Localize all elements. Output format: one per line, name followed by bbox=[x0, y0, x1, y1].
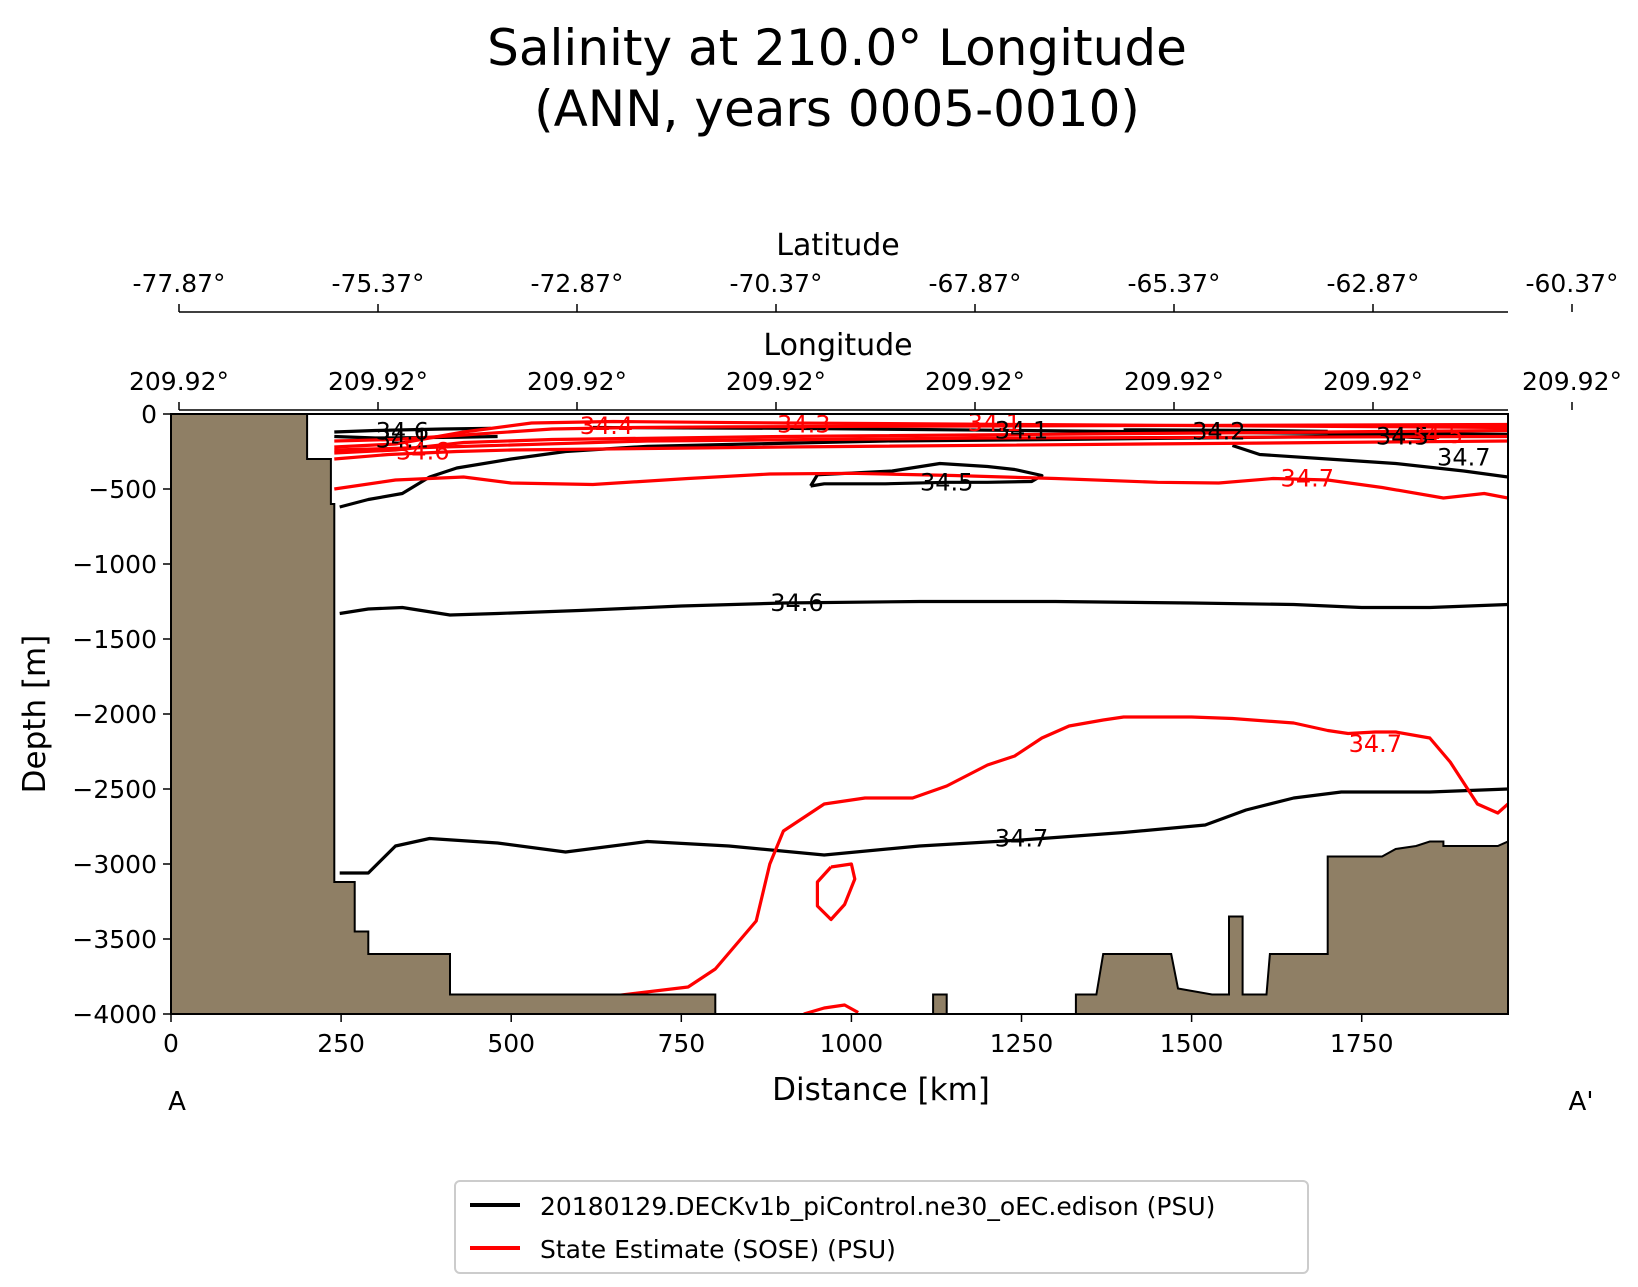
y-tick-label: −1000 bbox=[72, 550, 157, 579]
latitude-tick-label: -60.37° bbox=[1525, 269, 1618, 298]
obs-contour-label: 34.3 bbox=[777, 411, 830, 439]
model-contour-label: 34.2 bbox=[1192, 417, 1245, 445]
longitude-tick-label: 209.92° bbox=[129, 367, 229, 396]
obs-contour-34.7 bbox=[803, 1003, 859, 1014]
y-tick-label: −2000 bbox=[72, 700, 157, 729]
y-tick-label: −4000 bbox=[72, 1000, 157, 1029]
x-tick-label: 0 bbox=[163, 1029, 179, 1058]
longitude-tick-label: 209.92° bbox=[328, 367, 428, 396]
obs-contour-34.7 bbox=[531, 715, 1508, 1014]
bathymetry-land bbox=[171, 414, 1508, 1014]
model-contour-34.6 bbox=[334, 426, 491, 434]
x-tick-label: 750 bbox=[657, 1029, 705, 1058]
latitude-tick-label: -65.37° bbox=[1127, 269, 1220, 298]
latitude-axis: Latitude -77.87° -75.37° -72.87° -70.37° -67… bbox=[132, 228, 1619, 313]
x-tick-label: 1500 bbox=[1160, 1029, 1224, 1058]
latitude-tick-label: -70.37° bbox=[729, 269, 822, 298]
longitude-tick-label: 209.92° bbox=[527, 367, 627, 396]
model-contour-34.7 bbox=[1231, 443, 1508, 479]
latitude-tick-label: -75.37° bbox=[331, 269, 424, 298]
obs-contour-label: 34.1 bbox=[968, 409, 1021, 437]
legend: 20180129.DECKv1b_piControl.ne30_oEC.edis… bbox=[454, 1180, 1309, 1274]
model-contour-34.7 bbox=[339, 787, 1508, 875]
plot-area: 34.634.734.534.634.1 34.1 34.2 34.534.734.7… bbox=[170, 409, 1509, 1015]
obs-contour-34.4 bbox=[334, 422, 1508, 443]
obs-contour-34.1 bbox=[334, 428, 1508, 455]
latitude-tick-label: -77.87° bbox=[132, 269, 225, 298]
model-contour-label: 34.5 bbox=[1376, 423, 1429, 451]
x-tick-label: 1750 bbox=[1330, 1029, 1394, 1058]
legend-label-obs: State Estimate (SOSE) (PSU) bbox=[540, 1235, 896, 1264]
legend-frame bbox=[454, 1180, 1309, 1274]
model-contour-label: 34.6 bbox=[376, 417, 429, 445]
model-contour-label: 34.1 bbox=[376, 426, 429, 454]
model-contour-34.5 bbox=[809, 461, 1044, 488]
longitude-tick-label: 209.92° bbox=[1522, 367, 1622, 396]
obs-contour-34.5 bbox=[334, 434, 1508, 452]
latitude-tick-label: -67.87° bbox=[928, 269, 1021, 298]
y-tick-label: −2500 bbox=[72, 775, 157, 804]
x-tick-label: 1000 bbox=[820, 1029, 884, 1058]
longitude-axis-label: Longitude bbox=[763, 328, 912, 363]
x-tick-label: 250 bbox=[317, 1029, 365, 1058]
x-tick-label: 1250 bbox=[990, 1029, 1054, 1058]
model-contour-label: 34.1 bbox=[995, 417, 1048, 445]
obs-contour-34.7 bbox=[334, 471, 1508, 500]
model-contour-label: 34.6 bbox=[770, 589, 823, 617]
longitude-tick-label: 209.92° bbox=[1124, 367, 1224, 396]
obs-contour-label: 34.7 bbox=[1281, 465, 1334, 493]
longitude-tick-label: 209.92° bbox=[925, 367, 1025, 396]
y-tick-label: −3000 bbox=[72, 850, 157, 879]
y-axis-label: Depth [m] bbox=[17, 635, 53, 794]
obs-contour-label: 34.6 bbox=[396, 438, 449, 466]
y-axis: Depth [m] 0 −500 −1000 −1500 −2000 −2500 −3000… bbox=[17, 400, 171, 1029]
bathymetry-layer bbox=[171, 414, 1508, 1014]
model-contour-label: 34.7 bbox=[995, 825, 1048, 853]
y-tick-label: 0 bbox=[141, 400, 157, 429]
obs-contour-label: 34.5 bbox=[1410, 421, 1463, 449]
longitude-axis: Longitude 209.92° 209.92° 209.92° 209.92° 20… bbox=[129, 328, 1622, 411]
section-end-label: A' bbox=[1569, 1087, 1594, 1117]
contour-layer bbox=[334, 419, 1508, 1014]
x-axis: Distance [km] A A' 0 250 500 750 1000 1250 150… bbox=[163, 1014, 1593, 1117]
latitude-tick-label: -72.87° bbox=[530, 269, 623, 298]
model-contour-label: 34.7 bbox=[1437, 444, 1490, 472]
latitude-axis-label: Latitude bbox=[776, 228, 899, 263]
obs-contour-label: 34.7 bbox=[1349, 730, 1402, 758]
obs-contour-34.7 bbox=[815, 862, 857, 922]
legend-label-model: 20180129.DECKv1b_piControl.ne30_oEC.edis… bbox=[540, 1192, 1215, 1221]
plot-frame bbox=[170, 413, 1509, 1015]
chart-title-line2: (ANN, years 0005-0010) bbox=[534, 80, 1140, 138]
model-contour-34.6 bbox=[339, 599, 1508, 617]
latitude-tick-label: -62.87° bbox=[1326, 269, 1419, 298]
section-start-label: A bbox=[168, 1087, 186, 1117]
longitude-tick-label: 209.92° bbox=[1323, 367, 1423, 396]
contour-label-layer: 34.634.734.534.634.1 34.1 34.2 34.534.734.7… bbox=[376, 409, 1491, 853]
obs-contour-34.6 bbox=[334, 439, 1508, 461]
y-tick-label: −1500 bbox=[72, 625, 157, 654]
x-tick-label: 500 bbox=[487, 1029, 535, 1058]
chart-title-line1: Salinity at 210.0° Longitude bbox=[487, 19, 1187, 77]
obs-contour-34.3 bbox=[334, 419, 1508, 449]
y-tick-label: −500 bbox=[88, 475, 157, 504]
longitude-tick-label: 209.92° bbox=[726, 367, 826, 396]
y-tick-label: −3500 bbox=[72, 925, 157, 954]
model-contour-label: 34.5 bbox=[920, 468, 973, 496]
x-axis-label: Distance [km] bbox=[772, 1072, 990, 1108]
obs-contour-label: 34.4 bbox=[580, 412, 633, 440]
